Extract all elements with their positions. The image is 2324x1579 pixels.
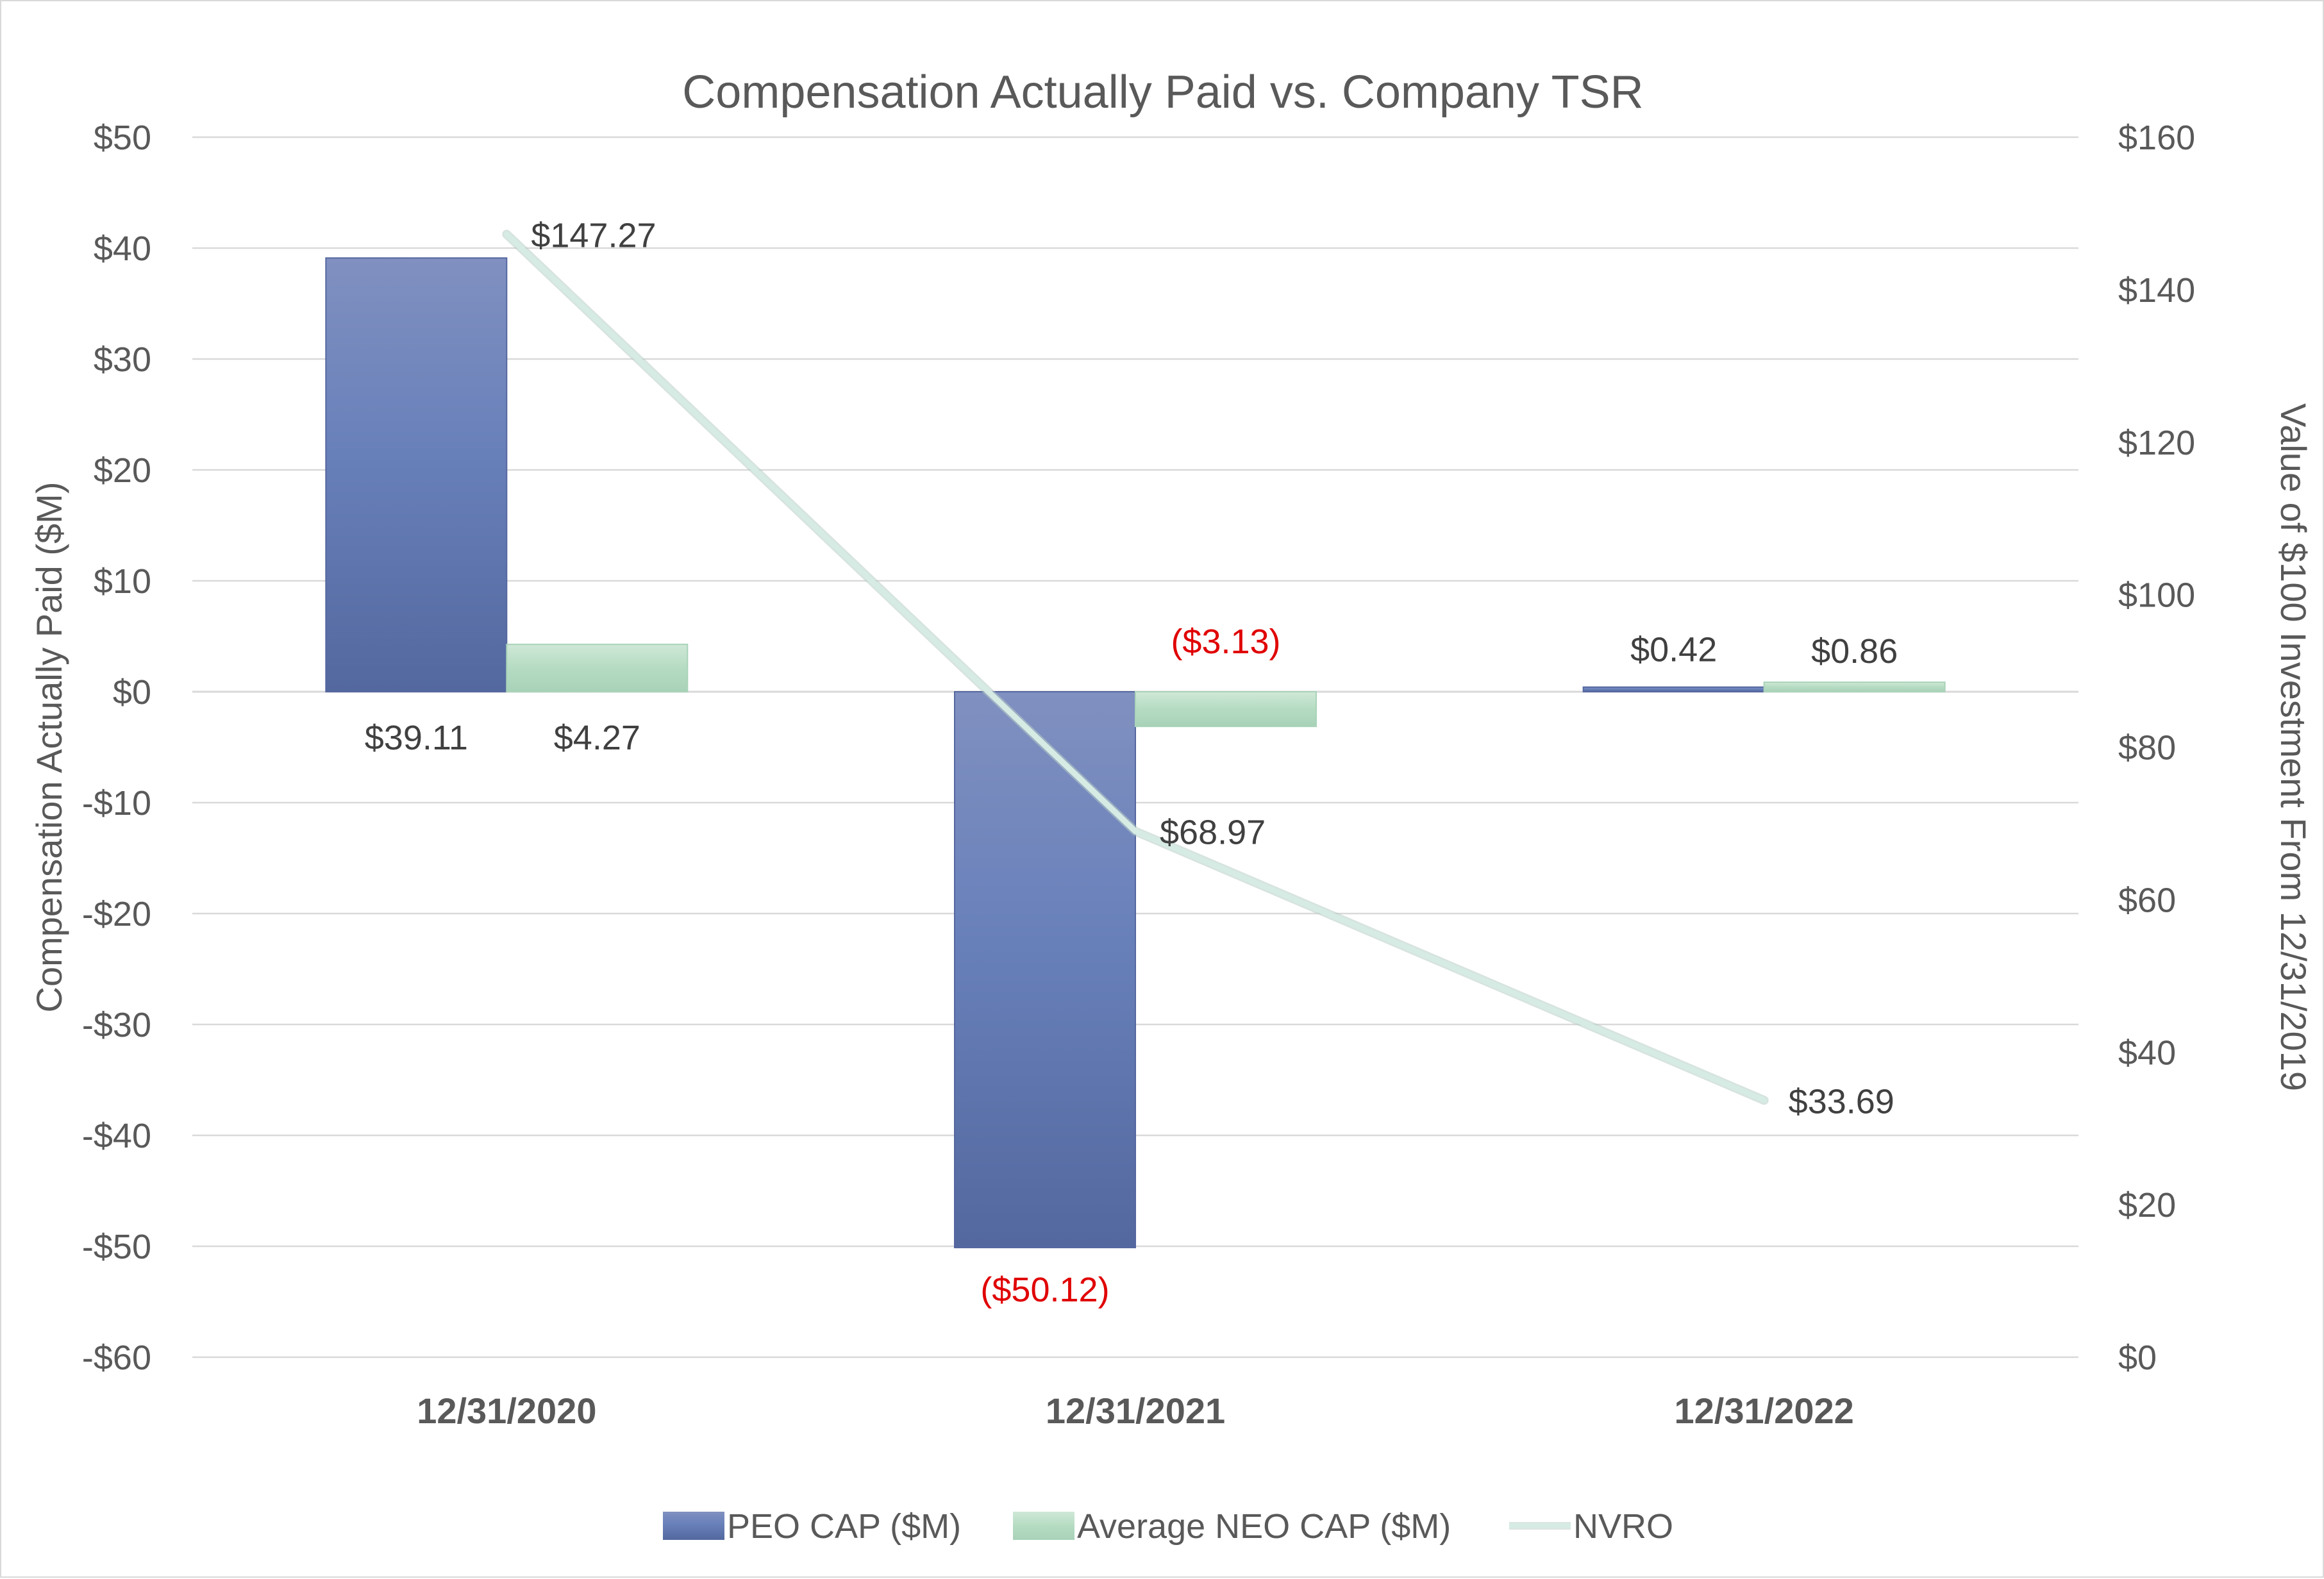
peo-data-label: ($50.12) bbox=[980, 1271, 1109, 1309]
y2-tick-label: $160 bbox=[2118, 119, 2195, 157]
y2-axis-title: Value of $100 Investment From 12/31/2019 bbox=[2273, 403, 2314, 1091]
y2-tick-label: $20 bbox=[2118, 1186, 2176, 1224]
avg-neo-cap-bar bbox=[1763, 681, 1946, 692]
y-tick-label: -$50 bbox=[82, 1228, 151, 1266]
nvro-data-label: $147.27 bbox=[531, 216, 656, 255]
legend-label: NVRO bbox=[1573, 1507, 1673, 1546]
nvro-point bbox=[1763, 1099, 1765, 1101]
nvro-data-label: $33.69 bbox=[1789, 1082, 1894, 1121]
y2-tick-label: $60 bbox=[2118, 881, 2176, 919]
y-tick-label: -$10 bbox=[82, 784, 151, 823]
y-tick-label: -$30 bbox=[82, 1006, 151, 1044]
x-tick-label: 12/31/2022 bbox=[1675, 1391, 1854, 1431]
neo-data-label: ($3.13) bbox=[1171, 622, 1280, 661]
y-tick-label: $10 bbox=[94, 562, 151, 601]
y-axis-title: Compensation Actually Paid ($M) bbox=[29, 482, 69, 1013]
peo-cap-bar bbox=[325, 257, 508, 693]
nvro-data-label: $68.97 bbox=[1160, 814, 1266, 852]
legend-swatch-neo bbox=[1013, 1512, 1074, 1540]
legend-label: PEO CAP ($M) bbox=[727, 1507, 961, 1546]
peo-cap-bar bbox=[1582, 686, 1765, 693]
y-tick-label: -$20 bbox=[82, 895, 151, 933]
x-tick-label: 12/31/2021 bbox=[1046, 1391, 1225, 1431]
peo-cap-bar bbox=[954, 691, 1136, 1249]
avg-neo-cap-bar bbox=[1135, 691, 1317, 728]
y2-tick-label: $80 bbox=[2118, 729, 2176, 767]
y-tick-label: $40 bbox=[94, 230, 151, 268]
y2-tick-label: $40 bbox=[2118, 1033, 2176, 1072]
y2-tick-label: $0 bbox=[2118, 1339, 2157, 1377]
y-tick-label: -$40 bbox=[82, 1117, 151, 1155]
y-tick-label: $0 bbox=[113, 673, 151, 712]
neo-data-label: $4.27 bbox=[554, 719, 640, 757]
y2-tick-label: $100 bbox=[2118, 576, 2195, 615]
avg-neo-cap-bar bbox=[506, 644, 689, 693]
y-tick-label: $30 bbox=[94, 340, 151, 379]
y-tick-label: $20 bbox=[94, 451, 151, 490]
y2-tick-label: $120 bbox=[2118, 424, 2195, 462]
peo-data-label: $39.11 bbox=[365, 719, 468, 757]
y-tick-label: -$60 bbox=[82, 1339, 151, 1377]
legend-swatch-peo bbox=[663, 1512, 724, 1540]
x-tick-label: 12/31/2020 bbox=[417, 1391, 596, 1431]
neo-data-label: $0.86 bbox=[1811, 632, 1898, 671]
chart-title: Compensation Actually Paid vs. Company T… bbox=[682, 67, 1643, 118]
peo-data-label: $0.42 bbox=[1630, 631, 1717, 669]
nvro-point bbox=[506, 233, 508, 235]
nvro-point bbox=[1135, 830, 1136, 832]
legend-label: Average NEO CAP ($M) bbox=[1077, 1507, 1451, 1546]
y-tick-label: $50 bbox=[94, 119, 151, 157]
y2-tick-label: $140 bbox=[2118, 271, 2195, 310]
